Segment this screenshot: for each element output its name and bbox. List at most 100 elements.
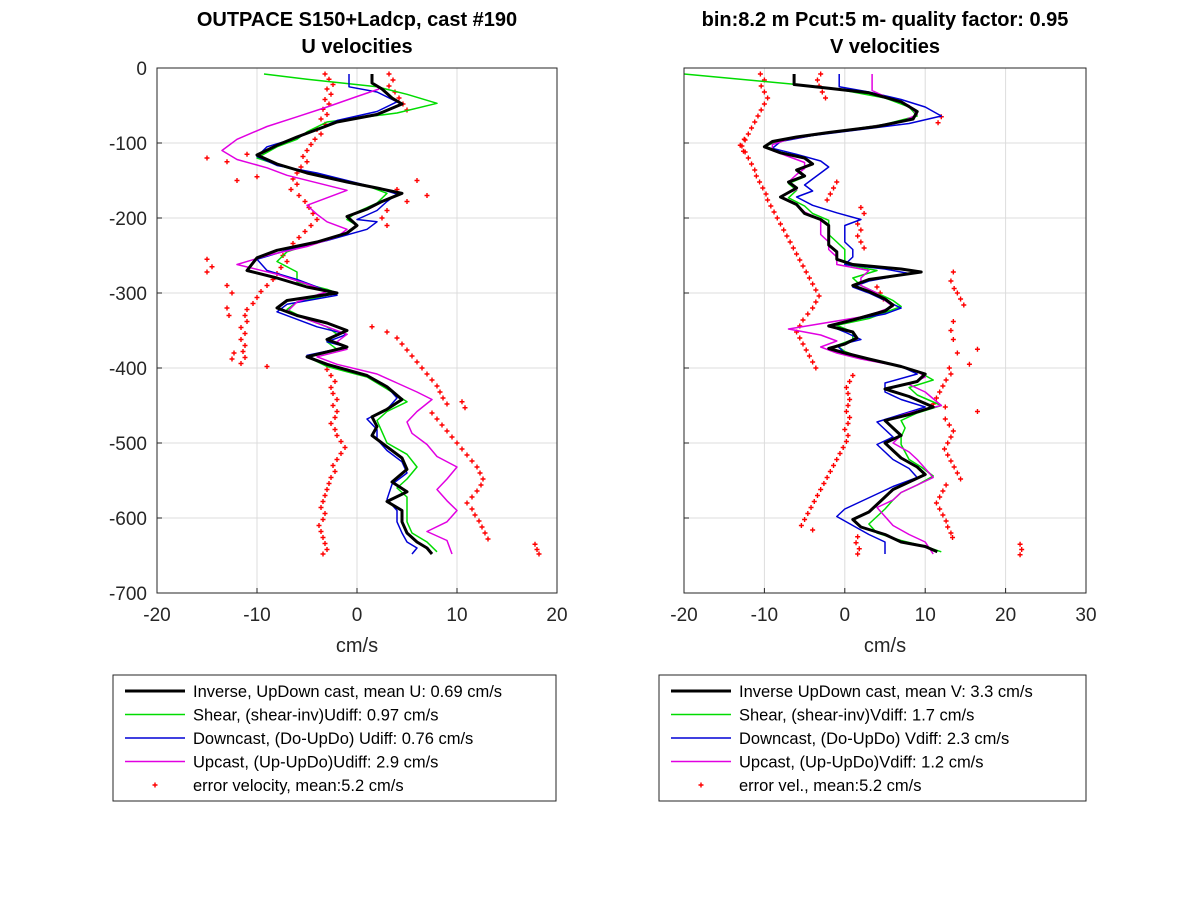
u-error-velocity-point — [300, 154, 306, 159]
u-error-velocity-point — [238, 337, 244, 342]
u-x-tick-label: 0 — [352, 605, 363, 626]
v-error-velocity-point — [850, 373, 856, 378]
v-error-velocity-point — [948, 434, 954, 440]
v-error-velocity-point — [950, 535, 956, 540]
u-error-velocity-point — [386, 71, 392, 77]
v-x-tick-label: -10 — [751, 605, 778, 626]
u-error-velocity-point — [444, 401, 450, 407]
v-legend-label: Downcast, (Do-UpDo) Vdiff: 2.3 cm/s — [739, 730, 1009, 748]
u-y-tick-label: -700 — [109, 584, 147, 605]
v-error-velocity-point — [845, 403, 851, 408]
u-error-velocity-point — [469, 506, 475, 512]
v-error-velocity-point — [946, 422, 952, 428]
v-legend-swatch — [698, 782, 704, 788]
u-y-tick-label: 0 — [136, 59, 147, 80]
v-error-velocity-point — [940, 512, 946, 518]
v-error-velocity-point — [933, 395, 939, 401]
v-error-velocity-point — [946, 365, 952, 371]
u-error-velocity-point — [478, 482, 484, 488]
u-error-velocity-point — [334, 397, 340, 402]
u-error-velocity-point — [226, 313, 232, 318]
u-chart-title: OUTPACE S150+Ladcp, cast #190 — [197, 9, 517, 31]
v-error-velocity-point — [943, 377, 949, 383]
v-error-velocity-point — [845, 433, 851, 438]
u-error-velocity-point — [284, 259, 290, 264]
u-error-velocity-point — [204, 256, 210, 262]
v-error-velocity-point — [755, 113, 761, 119]
u-error-velocity-point — [326, 481, 332, 486]
v-error-velocity-point — [954, 470, 960, 476]
u-error-velocity-point — [384, 208, 390, 213]
u-error-velocity-point — [437, 389, 443, 395]
u-error-velocity-point — [244, 307, 250, 312]
u-error-velocity-point — [480, 476, 486, 482]
u-error-velocity-point — [250, 301, 256, 306]
u-legend-label: Upcast, (Up-UpDo)Udiff: 2.9 cm/s — [193, 754, 438, 772]
u-y-tick-label: -100 — [109, 134, 147, 155]
v-error-velocity-point — [842, 427, 848, 432]
u-error-velocity-point — [324, 487, 330, 492]
v-error-velocity-point — [847, 415, 853, 420]
v-error-velocity-point — [806, 275, 812, 281]
u-error-velocity-point — [324, 112, 330, 117]
u-error-velocity-point — [384, 223, 390, 228]
v-error-velocity-point — [737, 142, 743, 148]
v-axes-box — [683, 67, 1087, 594]
u-x-axis-label: cm/s — [336, 635, 378, 657]
v-error-velocity-point — [831, 463, 837, 468]
v-error-velocity-point — [937, 506, 943, 512]
v-error-velocity-point — [806, 353, 812, 359]
u-error-velocity-point — [316, 523, 322, 528]
u-error-velocity-point — [429, 410, 435, 416]
u-error-velocity-point — [332, 469, 338, 474]
u-error-velocity-point — [302, 199, 308, 204]
u-error-velocity-point — [338, 451, 344, 456]
v-error-velocity-point — [787, 239, 793, 245]
v-error-velocity-point — [951, 464, 957, 470]
v-error-velocity-point — [765, 197, 771, 203]
v-error-velocity-point — [945, 524, 951, 530]
u-error-velocity-point — [324, 367, 330, 372]
v-x-tick-label: 0 — [840, 605, 851, 626]
v-error-velocity-point — [761, 89, 767, 95]
v-error-velocity-point — [853, 540, 859, 546]
v-error-velocity-point — [950, 428, 956, 434]
v-error-velocity-point — [813, 299, 819, 305]
u-y-tick-label: -600 — [109, 509, 147, 530]
u-error-velocity-point — [224, 283, 230, 288]
u-error-velocity-point — [258, 289, 264, 294]
v-error-velocity-point — [951, 286, 957, 291]
v-error-velocity-point — [819, 89, 825, 95]
u-error-velocity-point — [322, 97, 328, 102]
v-error-velocity-point — [831, 185, 837, 191]
u-error-velocity-point — [330, 463, 336, 468]
u-error-velocity-point — [294, 181, 300, 187]
v-legend-label: error vel., mean:5.2 cm/s — [739, 777, 921, 795]
u-error-velocity-point — [204, 155, 210, 161]
v-error-velocity-point — [858, 227, 864, 233]
u-error-velocity-point — [342, 445, 348, 450]
v-error-velocity-point — [771, 209, 777, 215]
v-error-velocity-point — [950, 269, 956, 275]
v-error-velocity-point — [808, 505, 814, 510]
v-error-velocity-point — [810, 527, 816, 533]
v-error-velocity-point — [948, 371, 954, 377]
v-velocity-panel: bin:8.2 m Pcut:5 m- quality factor: 0.95… — [658, 9, 1097, 802]
u-error-velocity-point — [472, 512, 478, 518]
u-error-velocity-point — [414, 359, 420, 365]
v-error-velocity-point — [818, 487, 824, 492]
u-x-tick-label: -10 — [243, 605, 270, 626]
u-error-velocity-point — [242, 331, 248, 336]
u-error-velocity-point — [320, 499, 326, 504]
v-legend: Inverse UpDown cast, mean V: 3.3 cm/s She… — [658, 674, 1087, 802]
u-y-tick-label: -300 — [109, 284, 147, 305]
u-error-velocity-point — [532, 541, 538, 547]
v-error-velocity-point — [954, 290, 960, 296]
v-error-velocity-point — [843, 439, 849, 444]
u-error-velocity-point — [231, 350, 237, 356]
v-error-velocity-point — [827, 469, 833, 474]
u-error-velocity-point — [318, 116, 324, 122]
u-error-velocity-point — [318, 131, 324, 137]
v-tick-labels: -20 -10 0 10 20 30 — [670, 67, 1097, 626]
u-error-velocity-point — [244, 151, 250, 157]
